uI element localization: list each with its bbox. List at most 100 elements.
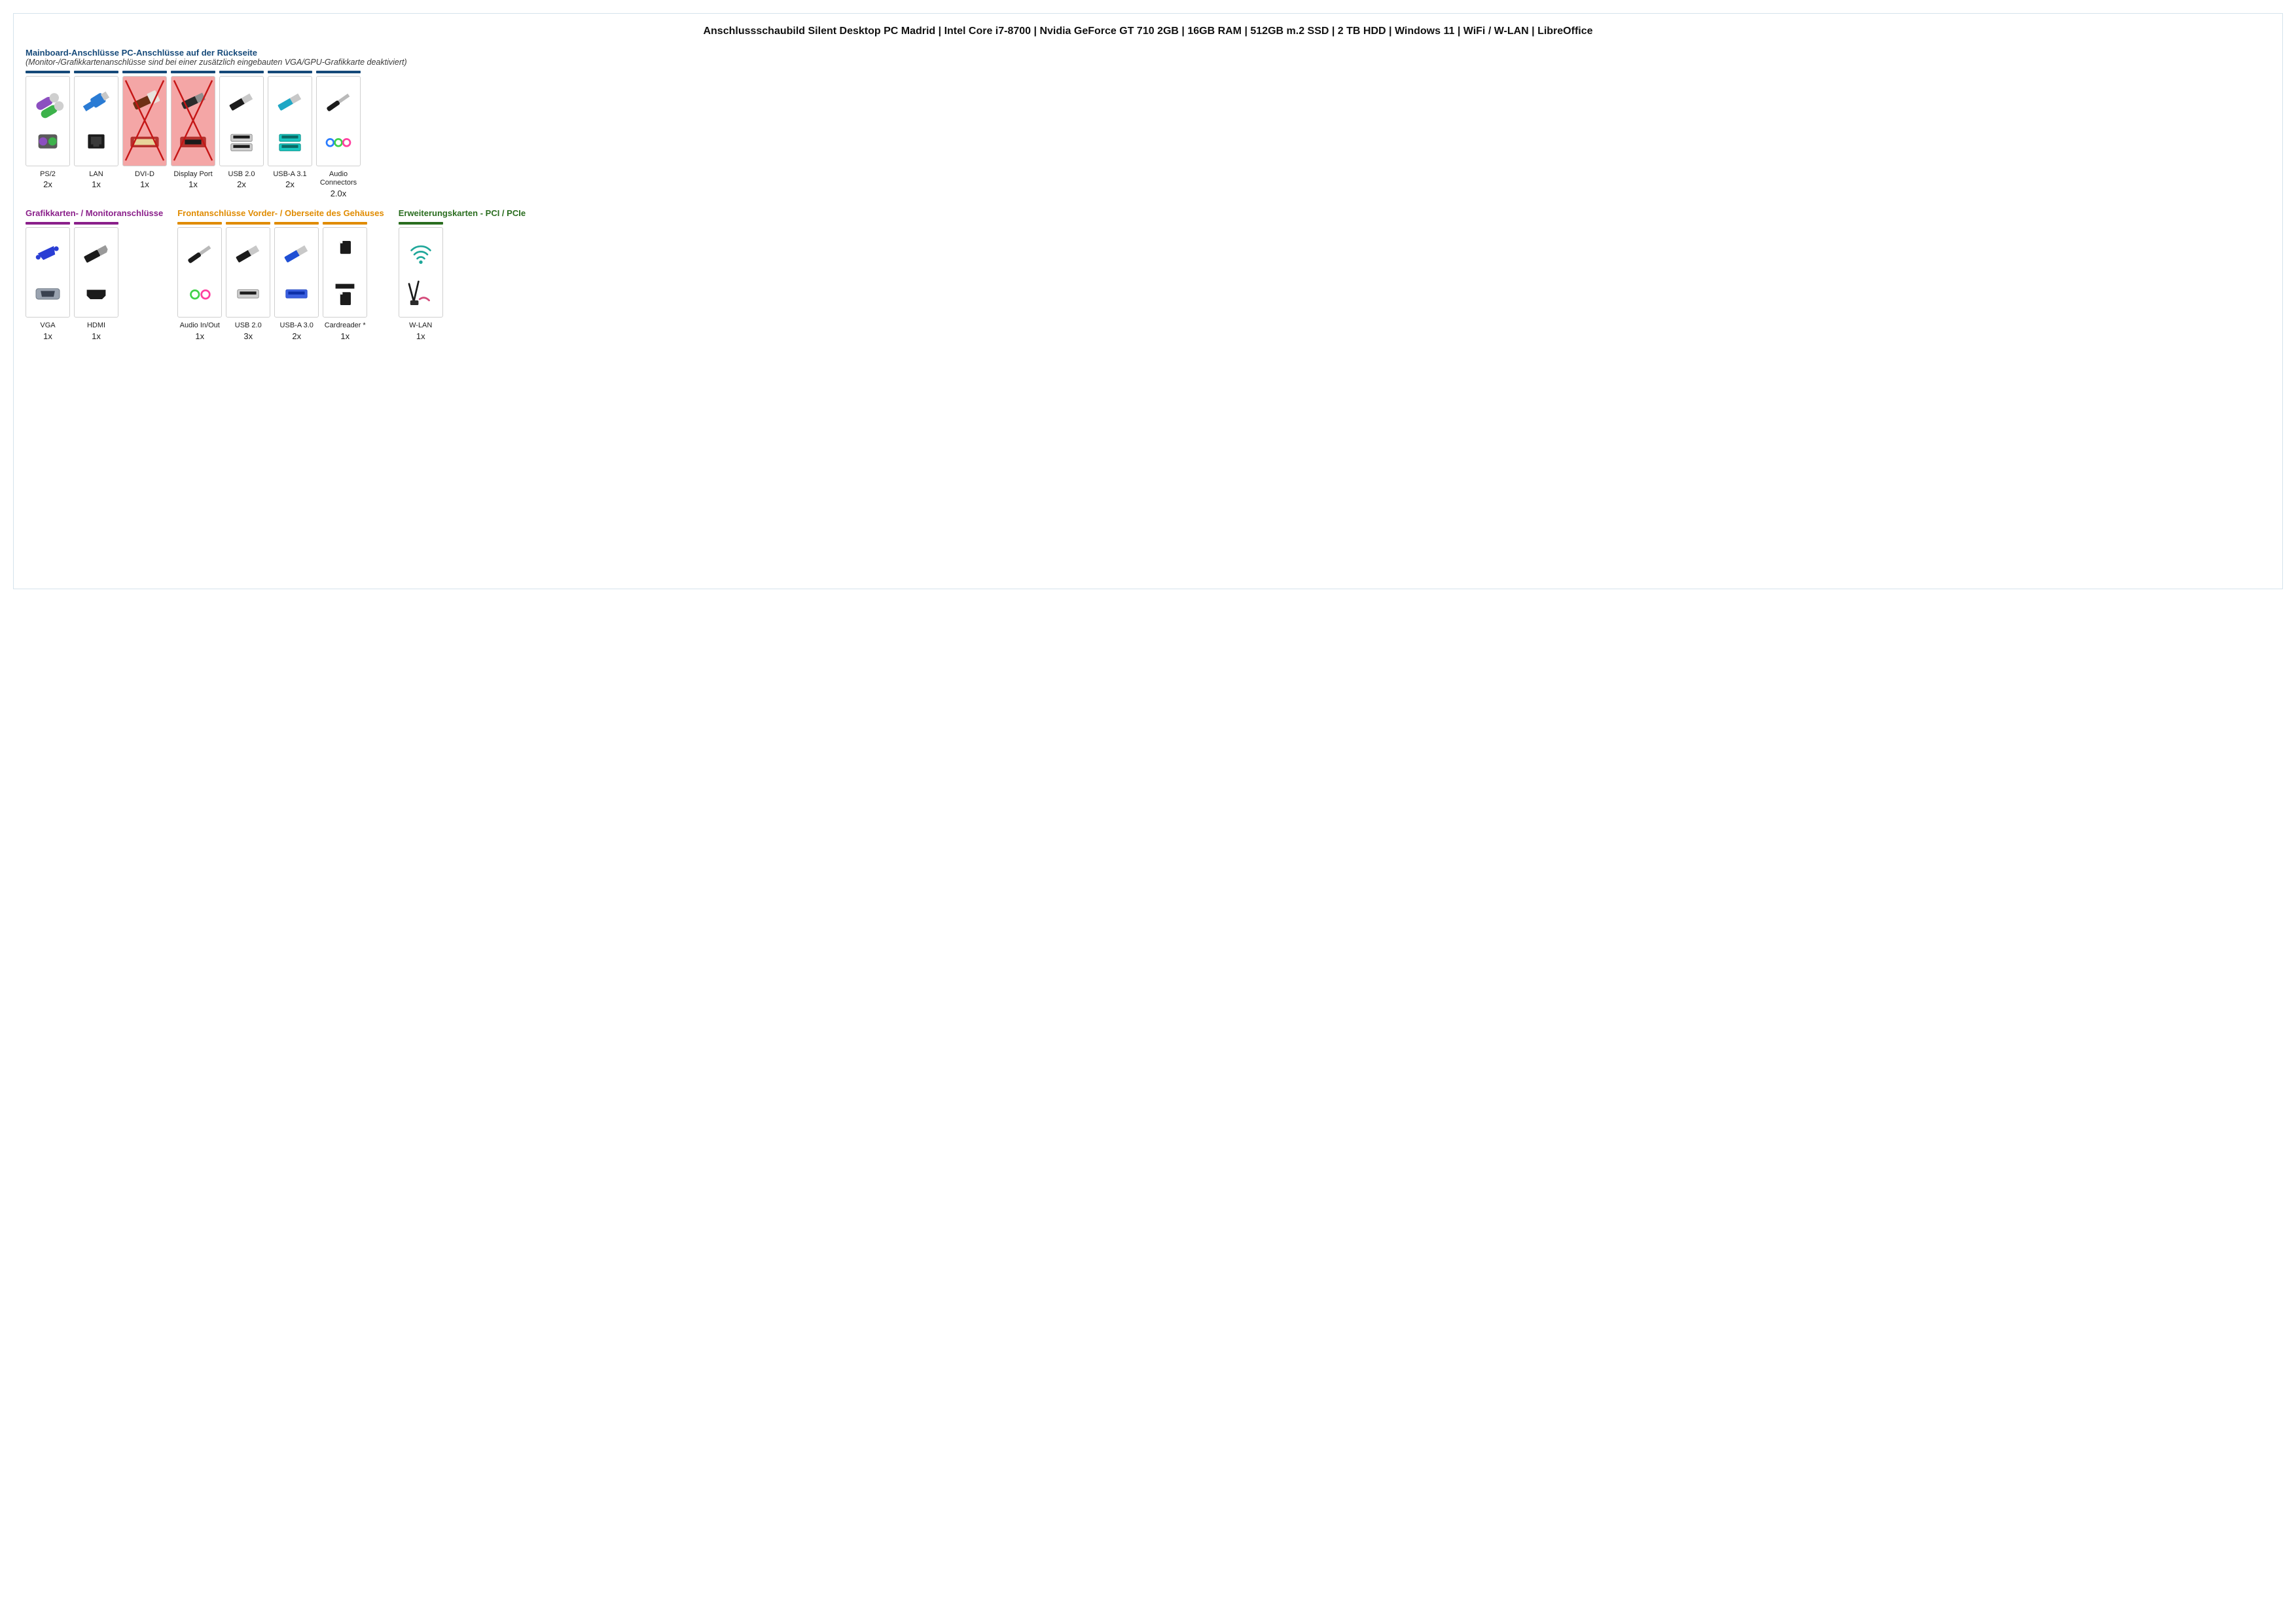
- wlan-port-icon: [401, 275, 440, 312]
- tile-label: USB 2.0: [228, 170, 255, 179]
- section-gpu: Grafikkarten- / Monitoranschlüsse VGA 1x: [26, 208, 163, 342]
- connector-tile: [177, 227, 222, 318]
- tile-bar: [226, 222, 270, 225]
- tile-label: Audio In/Out: [180, 321, 220, 331]
- tile-count: 1x: [325, 331, 366, 342]
- tile-caption: USB 2.0 3x: [235, 321, 262, 342]
- tile-bar: [74, 71, 118, 73]
- pci-heading: Erweiterungskarten - PCI / PCIe: [399, 208, 526, 218]
- tile-wlan: W-LAN 1x: [399, 222, 443, 342]
- usb20-port-icon: [222, 123, 261, 160]
- hdmi-port-icon: [77, 275, 116, 312]
- tile-label: W-LAN: [409, 321, 432, 331]
- tile-bar: [399, 222, 443, 225]
- dp-port-icon: [173, 123, 213, 160]
- tile-label: VGA: [40, 321, 55, 331]
- tile-caption: Cardreader * 1x: [325, 321, 366, 342]
- dvid-port-icon: [125, 123, 164, 160]
- tile-count: 2x: [280, 331, 314, 342]
- mainboard-heading: Mainboard-Anschlüsse PC-Anschlüsse auf d…: [26, 48, 2270, 58]
- connector-tile: [226, 227, 270, 318]
- tile-ps2: PS/2 2x: [26, 71, 70, 200]
- tile-caption: USB-A 3.0 2x: [280, 321, 314, 342]
- tile-count: 1x: [135, 179, 154, 190]
- ps2-port-icon: [28, 123, 67, 160]
- tile-count: 1x: [87, 331, 105, 342]
- lan-port-icon: [77, 123, 116, 160]
- tile-count: 2.0x: [316, 189, 361, 199]
- tile-count: 1x: [40, 331, 55, 342]
- connector-tile: [26, 76, 70, 166]
- tile-caption: USB 2.0 2x: [228, 170, 255, 191]
- tile-count: 3x: [235, 331, 262, 342]
- tile-count: 2x: [273, 179, 306, 190]
- tile-caption: VGA 1x: [40, 321, 55, 342]
- tile-label: Cardreader *: [325, 321, 366, 331]
- tile-caption: Display Port 1x: [173, 170, 212, 191]
- tile-bar: [122, 71, 167, 73]
- connector-tile: [219, 76, 264, 166]
- tile-fusba30: USB-A 3.0 2x: [274, 222, 319, 342]
- tile-caption: DVI-D 1x: [135, 170, 154, 191]
- connector-tile: [122, 76, 167, 166]
- tile-label: LAN: [89, 170, 103, 179]
- mainboard-subtitle: (Monitor-/Grafikkartenanschlüsse sind be…: [26, 58, 2270, 67]
- ps2-plug-icon: [28, 82, 67, 120]
- tile-lan: LAN 1x: [74, 71, 118, 200]
- section-front: Frontanschlüsse Vorder- / Oberseite des …: [177, 208, 384, 342]
- audio2-plug-icon: [180, 234, 219, 272]
- tile-caption: Audio In/Out 1x: [180, 321, 220, 342]
- lan-plug-icon: [77, 82, 116, 120]
- connector-tile: [399, 227, 443, 318]
- tile-bar: [219, 71, 264, 73]
- connector-tile: [26, 227, 70, 318]
- usba31-plug-icon: [270, 82, 310, 120]
- audio3-port-icon: [319, 123, 358, 160]
- tile-dp: Display Port 1x: [171, 71, 215, 200]
- connector-tile: [274, 227, 319, 318]
- tile-label: Audio Connectors: [316, 170, 361, 189]
- tile-dvid: DVI-D 1x: [122, 71, 167, 200]
- tile-bar: [171, 71, 215, 73]
- tile-label: USB-A 3.1: [273, 170, 306, 179]
- gpu-tiles: VGA 1x HDMI 1x: [26, 222, 163, 342]
- tile-count: 2x: [40, 179, 56, 190]
- dvid-plug-icon: [125, 82, 164, 120]
- connector-tile: [268, 76, 312, 166]
- tile-usba31: USB-A 3.1 2x: [268, 71, 312, 200]
- tile-vga: VGA 1x: [26, 222, 70, 342]
- front-tiles: Audio In/Out 1x USB 2.0 3x: [177, 222, 384, 342]
- pci-tiles: W-LAN 1x: [399, 222, 526, 342]
- tile-caption: USB-A 3.1 2x: [273, 170, 306, 191]
- tile-count: 2x: [228, 179, 255, 190]
- diagram-container: Anschlussschaubild Silent Desktop PC Mad…: [13, 13, 2283, 589]
- tile-caption: PS/2 2x: [40, 170, 56, 191]
- connector-tile: [74, 227, 118, 318]
- usb20w-plug-icon: [228, 234, 268, 272]
- tile-count: 1x: [180, 331, 220, 342]
- cardreader-port-icon: [325, 275, 365, 312]
- tile-label: USB-A 3.0: [280, 321, 314, 331]
- usb20w-port-icon: [228, 275, 268, 312]
- tile-label: Display Port: [173, 170, 212, 179]
- section-mainboard: Mainboard-Anschlüsse PC-Anschlüsse auf d…: [26, 48, 2270, 200]
- wlan-plug-icon: [401, 234, 440, 272]
- page-title: Anschlussschaubild Silent Desktop PC Mad…: [26, 24, 2270, 39]
- tile-bar: [268, 71, 312, 73]
- vga-port-icon: [28, 275, 67, 312]
- gpu-heading: Grafikkarten- / Monitoranschlüsse: [26, 208, 163, 218]
- tile-bar: [26, 222, 70, 225]
- tile-bar: [316, 71, 361, 73]
- tile-count: 1x: [89, 179, 103, 190]
- front-heading: Frontanschlüsse Vorder- / Oberseite des …: [177, 208, 384, 218]
- tile-hdmi: HDMI 1x: [74, 222, 118, 342]
- tile-label: USB 2.0: [235, 321, 262, 331]
- tile-bar: [274, 222, 319, 225]
- tile-count: 1x: [409, 331, 432, 342]
- tile-fusb20: USB 2.0 3x: [226, 222, 270, 342]
- tile-card: Cardreader * 1x: [323, 222, 367, 342]
- tile-caption: LAN 1x: [89, 170, 103, 191]
- tile-caption: W-LAN 1x: [409, 321, 432, 342]
- audio3-plug-icon: [319, 82, 358, 120]
- usb20-plug-icon: [222, 82, 261, 120]
